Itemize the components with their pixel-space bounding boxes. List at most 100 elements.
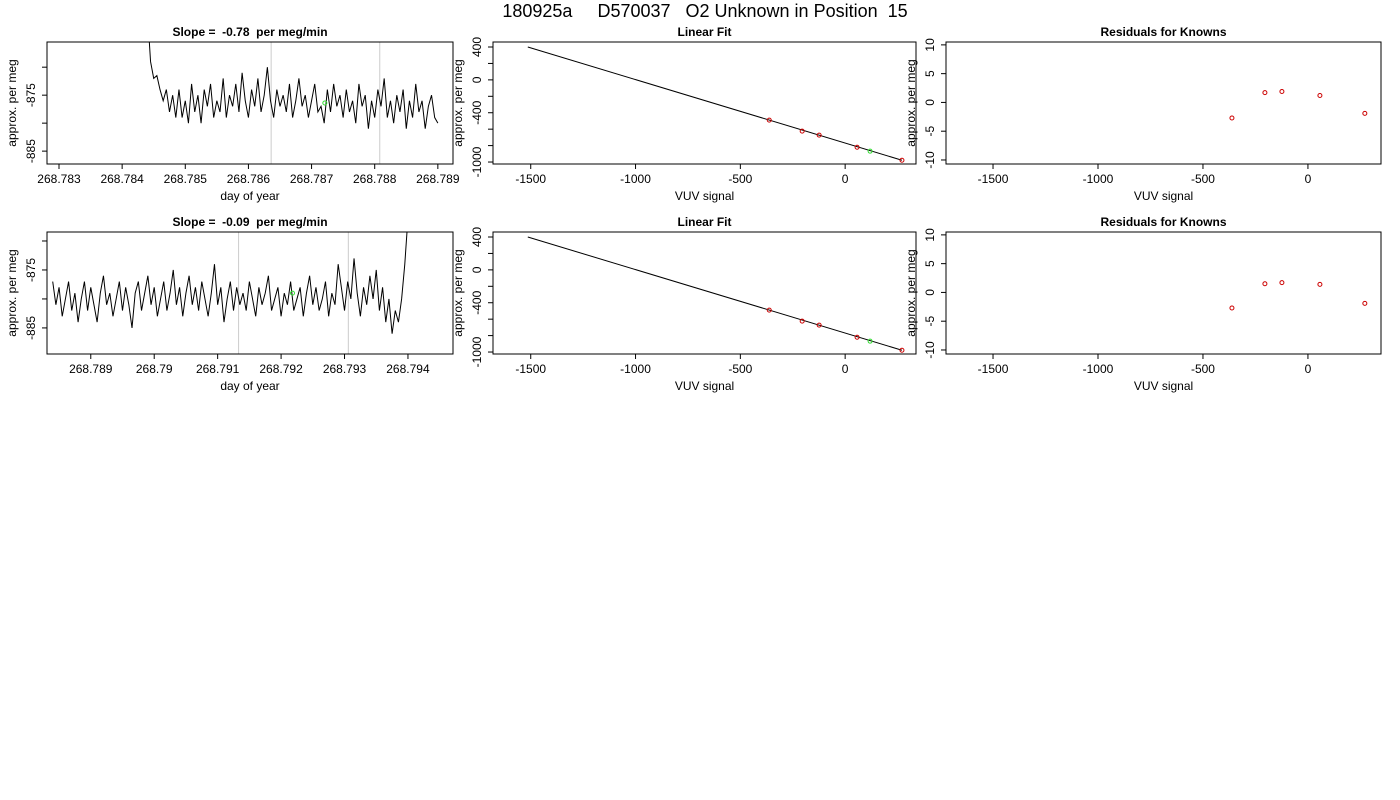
- x-axis-label: VUV signal: [675, 379, 734, 393]
- y-tick-label: 10: [923, 228, 937, 242]
- y-tick-label: 400: [470, 37, 484, 57]
- y-axis-label: approx. per meg: [5, 249, 19, 336]
- y-tick-label: -1000: [470, 146, 484, 177]
- chart-title: Linear Fit: [677, 215, 731, 229]
- y-tick-label: -1000: [470, 336, 484, 367]
- point: [899, 347, 905, 353]
- x-axis-label: day of year: [220, 379, 279, 393]
- x-tick-label: -500: [728, 362, 752, 376]
- plot-frame: [945, 41, 1382, 165]
- x-axis-label: VUV signal: [1134, 189, 1193, 203]
- point: [854, 144, 860, 150]
- point: [854, 334, 860, 340]
- x-tick-label: 268.789: [69, 362, 113, 376]
- chart-title: Slope = -0.09 per meg/min: [172, 215, 327, 229]
- x-tick-label: -1500: [515, 362, 546, 376]
- highlight-point: [867, 338, 873, 344]
- point: [1279, 280, 1285, 286]
- point: [1262, 90, 1268, 96]
- y-tick-label: 400: [470, 227, 484, 247]
- x-tick-label: -1500: [978, 362, 1009, 376]
- plot-frame: [46, 41, 454, 165]
- y-axis-label: approx. per meg: [451, 249, 465, 336]
- point: [1362, 300, 1368, 306]
- y-tick-label: -10: [923, 151, 937, 169]
- x-tick-label: -1500: [515, 172, 546, 186]
- point: [1229, 115, 1235, 121]
- y-tick-label: -875: [24, 83, 38, 107]
- x-tick-label: 268.784: [100, 172, 144, 186]
- y-axis-label: approx. per meg: [5, 59, 19, 146]
- highlight-point: [867, 148, 873, 154]
- point: [799, 318, 805, 324]
- x-tick-label: -500: [1191, 362, 1215, 376]
- point: [899, 157, 905, 163]
- chart-title: Residuals for Knowns: [1100, 25, 1226, 39]
- y-tick-label: 0: [470, 266, 484, 273]
- x-axis-label: day of year: [220, 189, 279, 203]
- x-tick-label: -1000: [1083, 172, 1114, 186]
- x-tick-label: 268.785: [164, 172, 208, 186]
- y-axis-label: approx. per meg: [904, 249, 918, 336]
- y-tick-label: -885: [24, 316, 38, 340]
- y-tick-label: -400: [470, 100, 484, 124]
- plot-frame: [492, 41, 917, 165]
- point: [1229, 305, 1235, 311]
- x-tick-label: 268.787: [290, 172, 334, 186]
- y-tick-label: 5: [923, 260, 937, 267]
- x-tick-label: -1000: [620, 172, 651, 186]
- chart-title: Linear Fit: [677, 25, 731, 39]
- point: [816, 322, 822, 328]
- x-tick-label: 268.783: [37, 172, 81, 186]
- x-tick-label: 268.791: [196, 362, 240, 376]
- x-tick-label: 268.793: [323, 362, 367, 376]
- x-tick-label: 268.786: [227, 172, 271, 186]
- point: [766, 117, 772, 123]
- x-tick-label: -1000: [620, 362, 651, 376]
- plot-frame: [945, 231, 1382, 355]
- fit-line: [527, 46, 903, 161]
- series-line: [52, 232, 408, 334]
- point: [1317, 281, 1323, 287]
- y-tick-label: -885: [24, 139, 38, 163]
- x-tick-label: -500: [1191, 172, 1215, 186]
- y-axis-label: approx. per meg: [904, 59, 918, 146]
- y-tick-label: -5: [923, 126, 937, 137]
- highlight-point: [322, 100, 328, 106]
- chart-title: Slope = -0.78 per meg/min: [172, 25, 327, 39]
- point: [1317, 93, 1323, 99]
- y-tick-label: -875: [24, 258, 38, 282]
- y-axis-label: approx. per meg: [451, 59, 465, 146]
- x-tick-label: 268.789: [416, 172, 460, 186]
- y-tick-label: -10: [923, 341, 937, 359]
- x-tick-label: 268.79: [136, 362, 173, 376]
- y-tick-label: -5: [923, 316, 937, 327]
- x-axis-label: VUV signal: [1134, 379, 1193, 393]
- y-tick-label: 10: [923, 38, 937, 52]
- x-tick-label: -1000: [1083, 362, 1114, 376]
- x-tick-label: -1500: [978, 172, 1009, 186]
- plot-frame: [492, 231, 917, 355]
- point: [1279, 88, 1285, 94]
- chart-title: Residuals for Knowns: [1100, 215, 1226, 229]
- x-tick-label: 0: [842, 172, 849, 186]
- plot-frame: [46, 231, 454, 355]
- point: [816, 132, 822, 138]
- x-tick-label: 0: [842, 362, 849, 376]
- point: [766, 307, 772, 313]
- x-tick-label: 268.788: [353, 172, 397, 186]
- y-tick-label: 5: [923, 70, 937, 77]
- x-tick-label: 0: [1305, 362, 1312, 376]
- x-tick-label: -500: [728, 172, 752, 186]
- y-tick-label: 0: [470, 76, 484, 83]
- fit-line: [527, 236, 903, 351]
- x-axis-label: VUV signal: [675, 189, 734, 203]
- x-tick-label: 268.792: [259, 362, 303, 376]
- point: [1262, 281, 1268, 287]
- figure-title: 180925a D570037 O2 Unknown in Position 1…: [502, 1, 907, 21]
- x-tick-label: 0: [1305, 172, 1312, 186]
- y-tick-label: -400: [470, 290, 484, 314]
- highlight-point: [290, 290, 296, 296]
